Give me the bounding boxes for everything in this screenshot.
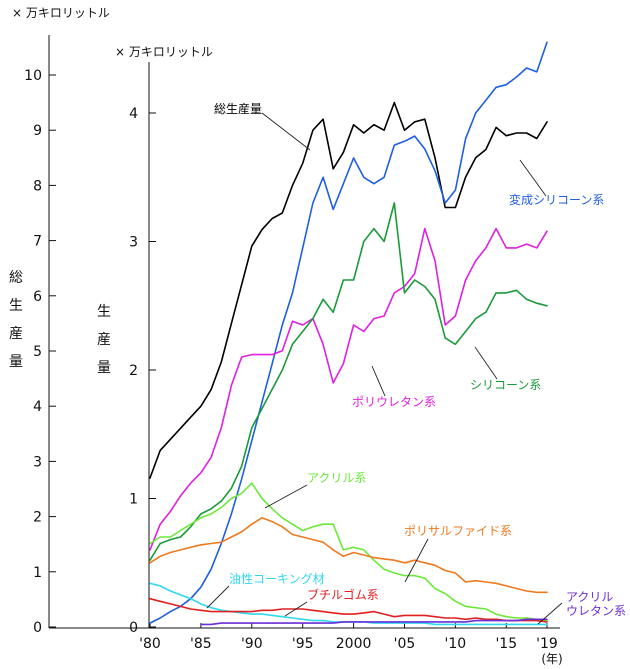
right-axis-title-char: 生 [97, 304, 111, 320]
x-axis-tick-label: '85 [190, 636, 212, 652]
left-axis-tick-label: 1 [33, 565, 42, 581]
left-axis-title-char: 生 [9, 298, 23, 314]
left-axis-title-char: 量 [9, 354, 23, 370]
left-axis-title-char: 産 [9, 326, 23, 342]
right-axis-title-char: 量 [97, 360, 111, 376]
left-axis-tick-label: 4 [33, 399, 42, 415]
series-leader-line [371, 365, 386, 397]
series-label: ウレタン系 [566, 604, 626, 618]
series-line [149, 482, 548, 622]
series-line [149, 101, 548, 479]
series-label: ポリウレタン系 [352, 395, 436, 409]
series-leader-line [261, 112, 311, 151]
left-axis-title-char: 総 [9, 270, 23, 286]
left-axis-tick-label: 2 [33, 510, 42, 526]
x-axis-tick-label: '19 [536, 636, 558, 652]
x-axis-tick-label: '95 [292, 636, 314, 652]
series-leader-line [264, 484, 308, 509]
series-line [149, 597, 548, 623]
x-axis-tick-label: '10 [445, 636, 467, 652]
x-axis-ticks: '80 '85 '90 '95 2000 '05 '10 '15 '19 [139, 623, 558, 652]
series-leader-line [404, 538, 429, 583]
series-leader-line [519, 159, 547, 197]
right-axis-tick-label: 1 [129, 492, 138, 508]
left-axis-tick-label: 6 [33, 289, 42, 305]
left-axis-tick-label: 3 [33, 454, 42, 470]
right-axis-title: 生産量 [97, 304, 111, 376]
x-axis-tick-label: '80 [139, 636, 161, 652]
series-label: 油性コーキング材 [229, 572, 325, 586]
x-axis-tick-label: '05 [394, 636, 416, 652]
series-label: ポリサルファイド系 [404, 524, 512, 538]
left-axis-tick-label: 5 [33, 344, 42, 360]
x-axis-tick-label: 2000 [336, 636, 372, 652]
x-axis-unit-label: (年) [541, 652, 562, 666]
left-axis-tick-label: 8 [33, 178, 42, 194]
series-label: 変成シリコーン系 [509, 192, 604, 207]
series-leader-line [474, 346, 498, 380]
left-axis-unit-label: × 万キロリットル [12, 6, 110, 20]
series-line [200, 618, 548, 626]
x-axis-tick-label: '90 [241, 636, 263, 652]
series-lines [149, 41, 548, 626]
series-label: アクリル系 [307, 471, 366, 485]
left-axis-tick-label: 0 [33, 620, 42, 636]
series-leader-line [537, 602, 563, 625]
left-axis-title: 総生産量 [9, 270, 23, 370]
left-axis-tick-label: 7 [33, 234, 42, 250]
right-axis-title-char: 産 [97, 332, 111, 348]
x-axis-tick-label: '15 [495, 636, 517, 652]
series-label: シリコーン系 [470, 378, 541, 392]
left-axis-tick-label: 10 [24, 68, 42, 84]
right-axis-tick-label: 4 [129, 106, 138, 122]
series-leader-line [206, 585, 230, 609]
series-leaders [206, 112, 563, 625]
series-label: アクリル [566, 590, 613, 604]
right-axis-tick-label: 3 [129, 235, 138, 251]
series-line [149, 517, 548, 594]
left-axis-ticks: 0 1 2 3 4 5 6 7 8 9 10 [24, 68, 56, 636]
series-line [149, 41, 548, 624]
right-axis-tick-label: 2 [129, 363, 138, 379]
series-line [149, 202, 548, 561]
series-leader-line [284, 601, 308, 617]
left-axis-tick-label: 9 [33, 123, 42, 139]
series-label: 総生産量 [214, 101, 262, 116]
right-axis-unit-label: × 万キロリットル [115, 45, 213, 59]
series-line [149, 227, 548, 551]
series-label: ブチルゴム系 [307, 587, 379, 602]
